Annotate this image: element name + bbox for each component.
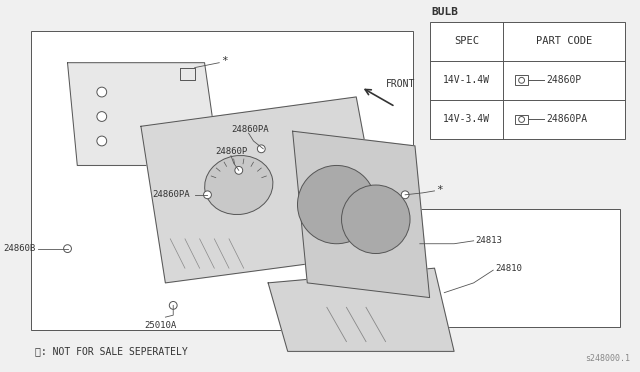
FancyBboxPatch shape — [396, 209, 620, 327]
Circle shape — [257, 145, 265, 153]
Text: *: * — [436, 185, 444, 195]
Text: 24860PA: 24860PA — [152, 190, 190, 199]
Circle shape — [298, 166, 376, 244]
Circle shape — [63, 245, 72, 253]
Text: s248000.1: s248000.1 — [585, 354, 630, 363]
Ellipse shape — [205, 155, 273, 215]
Polygon shape — [68, 63, 220, 166]
Text: 24860P: 24860P — [215, 147, 247, 156]
FancyBboxPatch shape — [515, 115, 529, 124]
FancyBboxPatch shape — [31, 31, 413, 330]
Text: 24810: 24810 — [495, 264, 522, 273]
Text: FRONT: FRONT — [385, 79, 415, 89]
Circle shape — [518, 116, 525, 122]
Text: 24860PA: 24860PA — [232, 125, 269, 134]
Polygon shape — [292, 131, 429, 298]
Circle shape — [204, 191, 211, 199]
FancyBboxPatch shape — [515, 76, 529, 85]
Text: ※: NOT FOR SALE SEPERATELY: ※: NOT FOR SALE SEPERATELY — [35, 346, 188, 356]
Text: BULB: BULB — [431, 7, 459, 17]
Text: 14V-3.4W: 14V-3.4W — [443, 115, 490, 125]
Text: 24860P: 24860P — [546, 75, 581, 85]
Text: 14V-1.4W: 14V-1.4W — [443, 75, 490, 85]
Circle shape — [97, 112, 107, 121]
Polygon shape — [141, 97, 385, 283]
Circle shape — [97, 87, 107, 97]
Text: 25010A: 25010A — [145, 321, 177, 330]
Circle shape — [235, 166, 243, 174]
Circle shape — [401, 191, 409, 199]
Circle shape — [97, 136, 107, 146]
Circle shape — [518, 77, 525, 83]
Text: 24860PA: 24860PA — [546, 115, 587, 125]
Circle shape — [170, 301, 177, 309]
Text: PART CODE: PART CODE — [536, 36, 592, 46]
Text: SPEC: SPEC — [454, 36, 479, 46]
Text: *: * — [221, 56, 228, 66]
Text: 24860B: 24860B — [3, 244, 35, 253]
Polygon shape — [268, 268, 454, 352]
FancyBboxPatch shape — [429, 22, 625, 139]
Text: 24813: 24813 — [476, 236, 502, 245]
Circle shape — [342, 185, 410, 254]
